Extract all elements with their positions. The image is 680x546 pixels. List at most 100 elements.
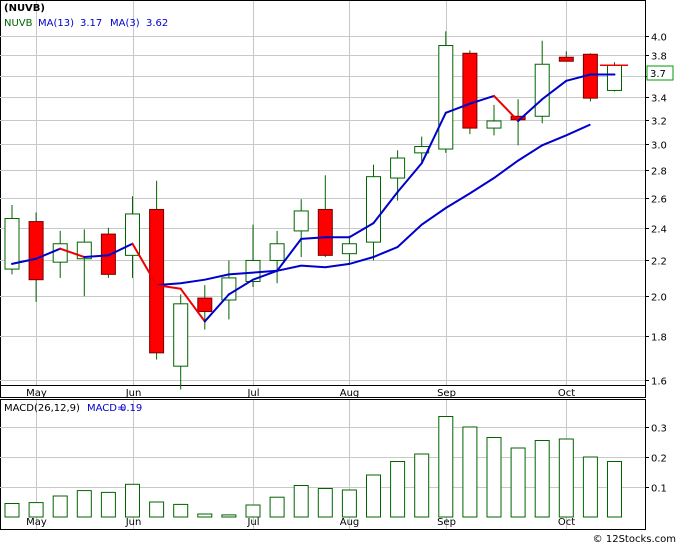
chart-title: (NUVB) <box>4 3 45 14</box>
candle-body-down <box>462 52 478 129</box>
macd-bar <box>558 438 574 518</box>
price-month-label: May <box>26 388 47 399</box>
price-tick-label: 2.0 <box>651 293 667 304</box>
candle-body-up <box>534 63 550 117</box>
macd-bars <box>4 416 622 518</box>
macd-bar <box>390 461 406 518</box>
candle-body-up <box>390 157 406 179</box>
legend-ma13-label: MA(13) <box>38 18 74 29</box>
ma13-line <box>156 123 591 287</box>
price-tick-label: 3.0 <box>651 141 667 152</box>
ma3-segment-down <box>179 287 206 323</box>
price-tick-label: 2.4 <box>651 225 667 236</box>
macd-bar <box>341 489 357 518</box>
macd-tick-label: 0.2 <box>651 454 667 465</box>
macd-legend-name: MACD= <box>87 403 125 414</box>
candle-body-down <box>28 221 44 281</box>
ma3-segment-up <box>468 94 495 105</box>
macd-bar <box>100 491 116 518</box>
macd-bar <box>173 503 189 518</box>
ma3-segment-up <box>276 237 303 272</box>
price-tick-label: 3.8 <box>651 52 667 63</box>
macd-bar <box>462 426 478 518</box>
macd-bar <box>317 488 333 518</box>
ma3-segment-up <box>372 190 399 225</box>
candle-body-up <box>607 64 622 91</box>
price-tick-label: 3.2 <box>651 117 667 128</box>
macd-bar <box>221 514 237 518</box>
candle-body-down <box>100 233 116 275</box>
ma3-segment-up <box>396 162 423 193</box>
macd-bar <box>269 496 285 518</box>
ma3-segment-up <box>227 278 254 296</box>
ma3-segment-up <box>420 111 447 165</box>
legend-ma13-value: 3.17 <box>80 18 102 29</box>
candle-body-down <box>317 208 333 256</box>
macd-bar <box>510 447 526 518</box>
legend-symbol: NUVB <box>4 18 33 29</box>
macd-tick-label: 0.3 <box>651 424 667 435</box>
macd-tick-label: 0.1 <box>651 484 667 495</box>
macd-bar <box>52 495 68 518</box>
macd-bar <box>366 474 381 518</box>
macd-legend-label: MACD(26,12,9) <box>4 403 80 414</box>
candle-body-up <box>173 303 189 367</box>
ma3-segment-up <box>541 79 568 101</box>
price-month-label: Sep <box>437 388 456 399</box>
last-price-box <box>646 65 674 81</box>
macd-bar <box>76 490 92 518</box>
macd-bar <box>414 453 430 518</box>
ma3-segment-up <box>252 269 279 281</box>
macd-bar <box>293 485 309 518</box>
macd-bar <box>28 502 44 518</box>
macd-bar <box>438 416 454 518</box>
candle-body-up <box>293 210 309 232</box>
ma3-segment-down <box>131 242 158 287</box>
macd-month-label: Oct <box>558 517 575 528</box>
candlesticks <box>4 31 622 390</box>
candle-body-up <box>221 277 237 301</box>
candle-body-up <box>269 243 285 261</box>
watermark: © 12Stocks.com <box>593 534 676 545</box>
price-month-label: Aug <box>340 388 360 399</box>
ma3-segment-up <box>203 293 230 323</box>
price-tick-label: 4.0 <box>651 33 667 44</box>
candle-body-up <box>52 243 68 263</box>
macd-bar <box>534 440 550 518</box>
ma3-segment-up <box>300 236 327 240</box>
macd-bar <box>125 483 140 518</box>
candle-body-up <box>438 45 454 150</box>
price-tick-label: 2.8 <box>651 167 667 178</box>
macd-month-label: May <box>26 517 47 528</box>
ma3-segment-up <box>107 242 134 257</box>
candle-body-up <box>245 259 261 283</box>
legend-ma3-value: 3.62 <box>146 18 168 29</box>
candle-body-up <box>366 176 381 243</box>
candle-body-down <box>197 297 213 313</box>
macd-bar <box>582 456 598 518</box>
ma3-segment-up <box>517 98 544 122</box>
ma3-segment-up <box>11 257 38 265</box>
ma3-segment-down <box>493 94 520 122</box>
macd-month-label: Jun <box>125 517 142 528</box>
price-tick-label: 2.6 <box>651 195 667 206</box>
macd-month-label: Sep <box>437 517 456 528</box>
candle-body-up <box>125 213 140 256</box>
ma3-segment-down <box>155 284 182 290</box>
legend-ma3-label: MA(3) <box>110 18 140 29</box>
ma3-segment-down <box>59 247 86 259</box>
candle-body-up <box>76 241 92 260</box>
price-month-label: Jun <box>125 388 142 399</box>
macd-month-label: Aug <box>340 517 360 528</box>
price-tick-label: 2.2 <box>651 257 667 268</box>
macd-legend-value: 0.19 <box>120 403 142 414</box>
candle-body-up <box>4 218 20 270</box>
macd-bar <box>149 501 165 518</box>
ma3-segment-up <box>83 254 110 259</box>
candle-body-down <box>149 208 165 354</box>
macd-bar <box>245 504 261 518</box>
macd-bar <box>197 513 213 518</box>
price-month-label: Jul <box>246 388 259 399</box>
macd-bar <box>486 437 502 518</box>
